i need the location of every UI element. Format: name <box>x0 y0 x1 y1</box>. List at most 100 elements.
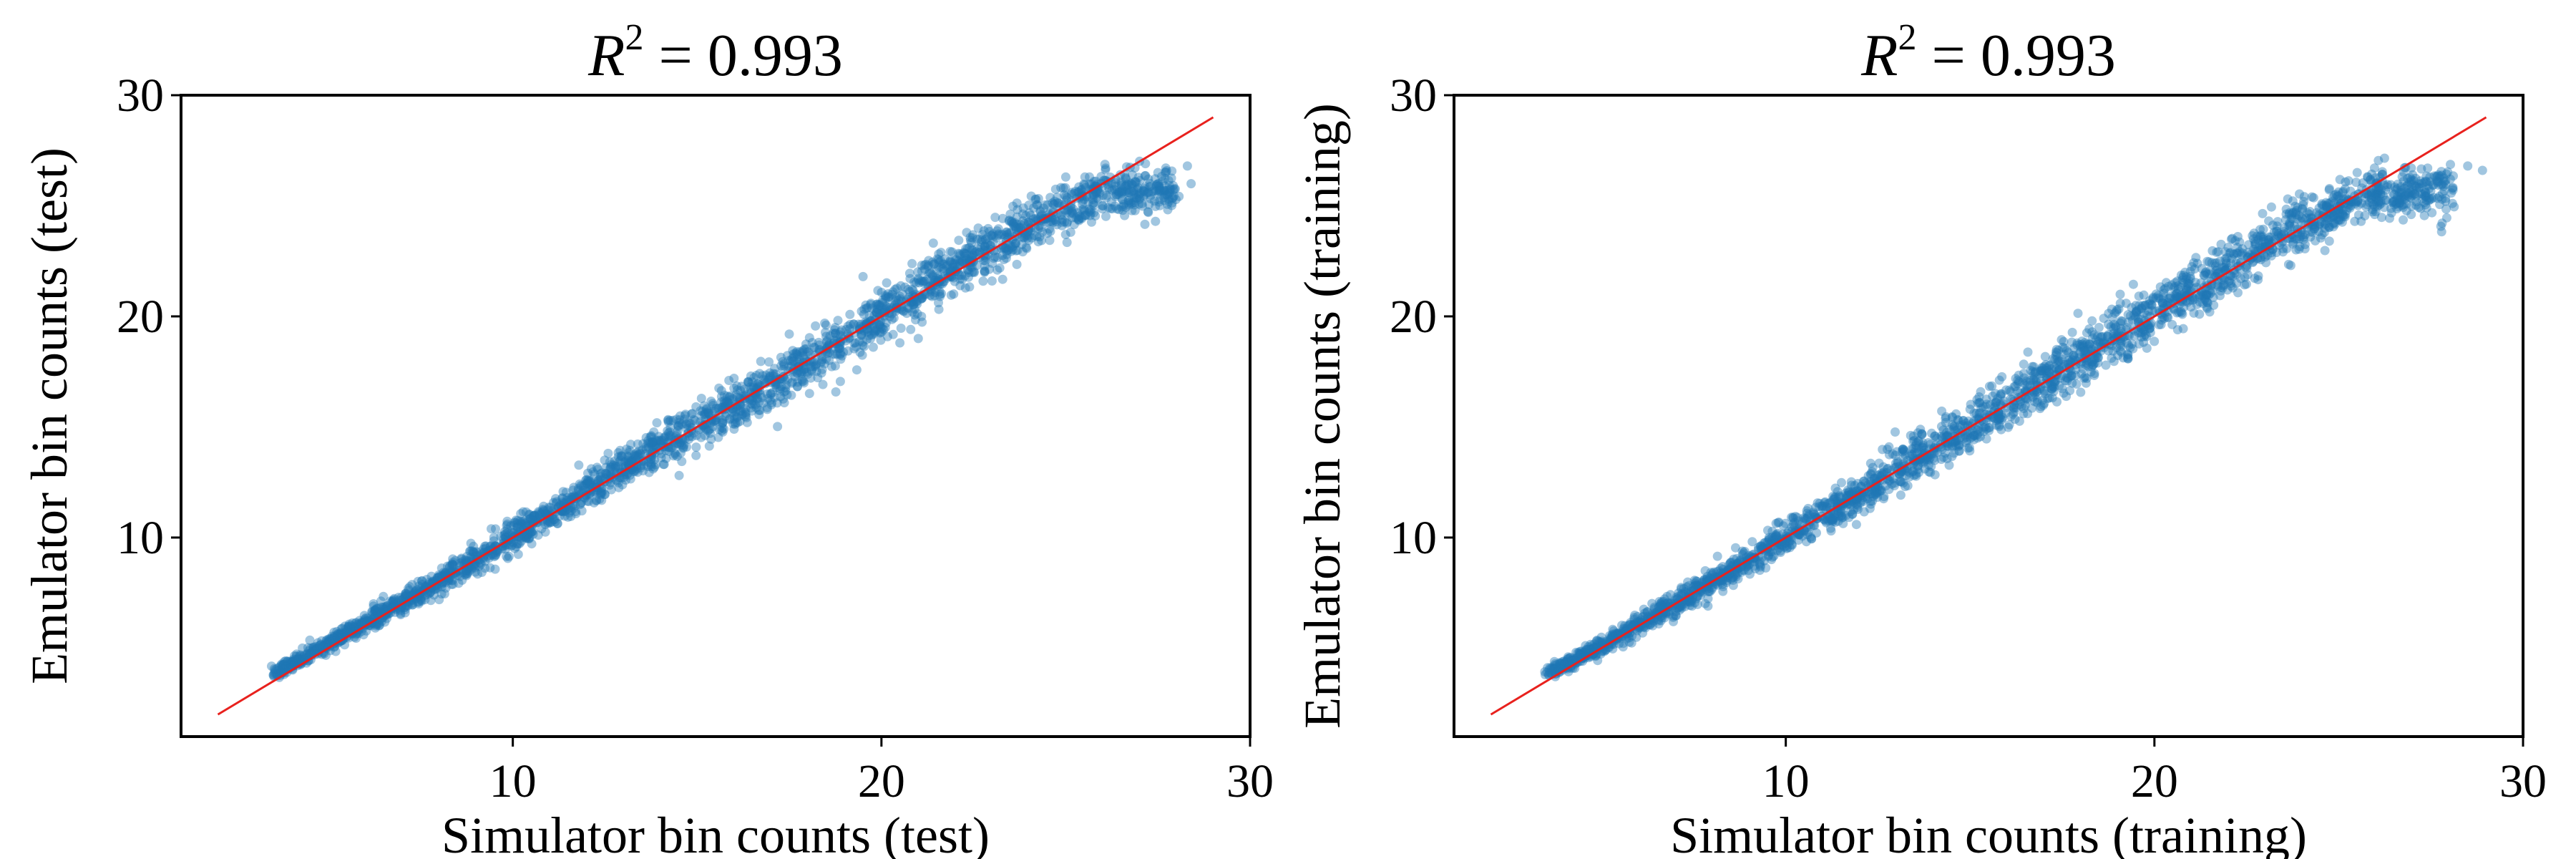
scatter-point <box>308 648 318 658</box>
scatter-point <box>1140 171 1150 181</box>
scatter-point <box>954 256 964 266</box>
scatter-point <box>680 414 690 424</box>
scatter-point <box>520 518 530 528</box>
scatter-point <box>811 360 821 370</box>
scatter-point <box>372 606 382 616</box>
scatter-point <box>912 299 922 309</box>
scatter-point <box>923 261 933 271</box>
scatter-point <box>388 596 398 606</box>
scatter-point <box>1044 208 1054 218</box>
scatter-point <box>881 291 891 301</box>
scatter-point <box>782 351 792 361</box>
scatter-point <box>1074 182 1084 192</box>
scatter-points <box>1540 153 2487 681</box>
scatter-point <box>1049 199 1059 209</box>
scatter-point <box>1160 181 1170 191</box>
scatter-point <box>507 528 517 538</box>
scatter-point <box>1097 204 1107 214</box>
scatter-point <box>978 276 988 286</box>
scatter-point <box>700 430 710 440</box>
scatter-point <box>460 570 470 580</box>
scatter-point <box>770 364 779 374</box>
scatter-point <box>1078 199 1087 209</box>
scatter-point <box>539 501 549 511</box>
scatter-point <box>534 507 544 517</box>
scatter-point <box>374 618 384 629</box>
scatter-point <box>324 636 334 646</box>
scatter-point <box>308 644 318 653</box>
scatter-point <box>896 324 906 333</box>
scatter-point <box>451 555 460 566</box>
scatter-point <box>2353 210 2363 220</box>
scatter-point <box>934 249 944 259</box>
scatter-point <box>475 547 484 557</box>
scatter-point <box>1060 172 1070 182</box>
scatter-point <box>830 329 840 339</box>
scatter-point <box>1089 208 1099 218</box>
chart-title: R2 = 0.993 <box>587 17 843 89</box>
scatter-point <box>960 271 970 281</box>
scatter-point <box>1101 193 1111 203</box>
scatter-point <box>903 303 913 313</box>
scatter-point <box>285 656 295 666</box>
scatter-point <box>1129 185 1138 195</box>
scatter-point <box>615 455 625 465</box>
scatter-point <box>502 551 512 561</box>
scatter-point <box>1074 187 1084 197</box>
scatter-point <box>408 600 418 610</box>
scatter-point <box>773 379 782 389</box>
scatter-point <box>630 453 640 463</box>
scatter-point <box>803 369 813 379</box>
scatter-point <box>663 417 673 427</box>
scatter-point <box>890 284 900 294</box>
scatter-point <box>276 661 286 671</box>
scatter-point <box>907 307 917 317</box>
scatter-point <box>1083 197 1093 207</box>
scatter-point <box>306 643 316 653</box>
scatter-point <box>1121 181 1131 191</box>
x-tick-label: 30 <box>1226 755 1274 807</box>
scatter-point <box>1086 179 1096 189</box>
scatter-point <box>1947 420 1957 430</box>
scatter-point <box>650 462 659 472</box>
scatter-point <box>957 257 967 267</box>
scatter-point <box>877 288 887 297</box>
scatter-point <box>389 593 399 603</box>
scatter-point <box>917 261 927 271</box>
scatter-point <box>987 276 997 286</box>
scatter-point <box>960 249 970 258</box>
scatter-point <box>473 569 482 579</box>
scatter-point <box>2264 216 2274 226</box>
scatter-point <box>504 551 514 561</box>
scatter-point <box>740 395 750 405</box>
scatter-point <box>269 669 279 679</box>
scatter-point <box>839 347 849 357</box>
scatter-point <box>1039 216 1049 226</box>
scatter-point <box>333 629 343 639</box>
scatter-point <box>665 430 675 440</box>
scatter-point <box>665 423 675 433</box>
scatter-point <box>344 619 354 629</box>
scatter-point <box>934 263 944 273</box>
scatter-point <box>730 419 740 430</box>
scatter-point <box>925 291 935 300</box>
scatter-point <box>906 324 916 334</box>
scatter-point <box>297 653 307 663</box>
scatter-point <box>586 477 596 487</box>
scatter-point <box>822 336 832 346</box>
scatter-point <box>794 351 804 361</box>
scatter-point <box>512 523 522 532</box>
scatter-point <box>407 596 417 606</box>
scatter-point <box>422 575 431 584</box>
scatter-point <box>547 517 557 527</box>
scatter-point <box>757 392 767 402</box>
scatter-point <box>297 656 307 666</box>
scatter-point <box>1182 161 1192 171</box>
scatter-point <box>1008 219 1018 229</box>
scatter-point <box>288 659 298 669</box>
scatter-point <box>1029 203 1039 213</box>
scatter-point <box>1035 205 1045 215</box>
scatter-point <box>687 409 697 419</box>
scatter-point <box>313 643 322 653</box>
scatter-point <box>401 588 411 598</box>
